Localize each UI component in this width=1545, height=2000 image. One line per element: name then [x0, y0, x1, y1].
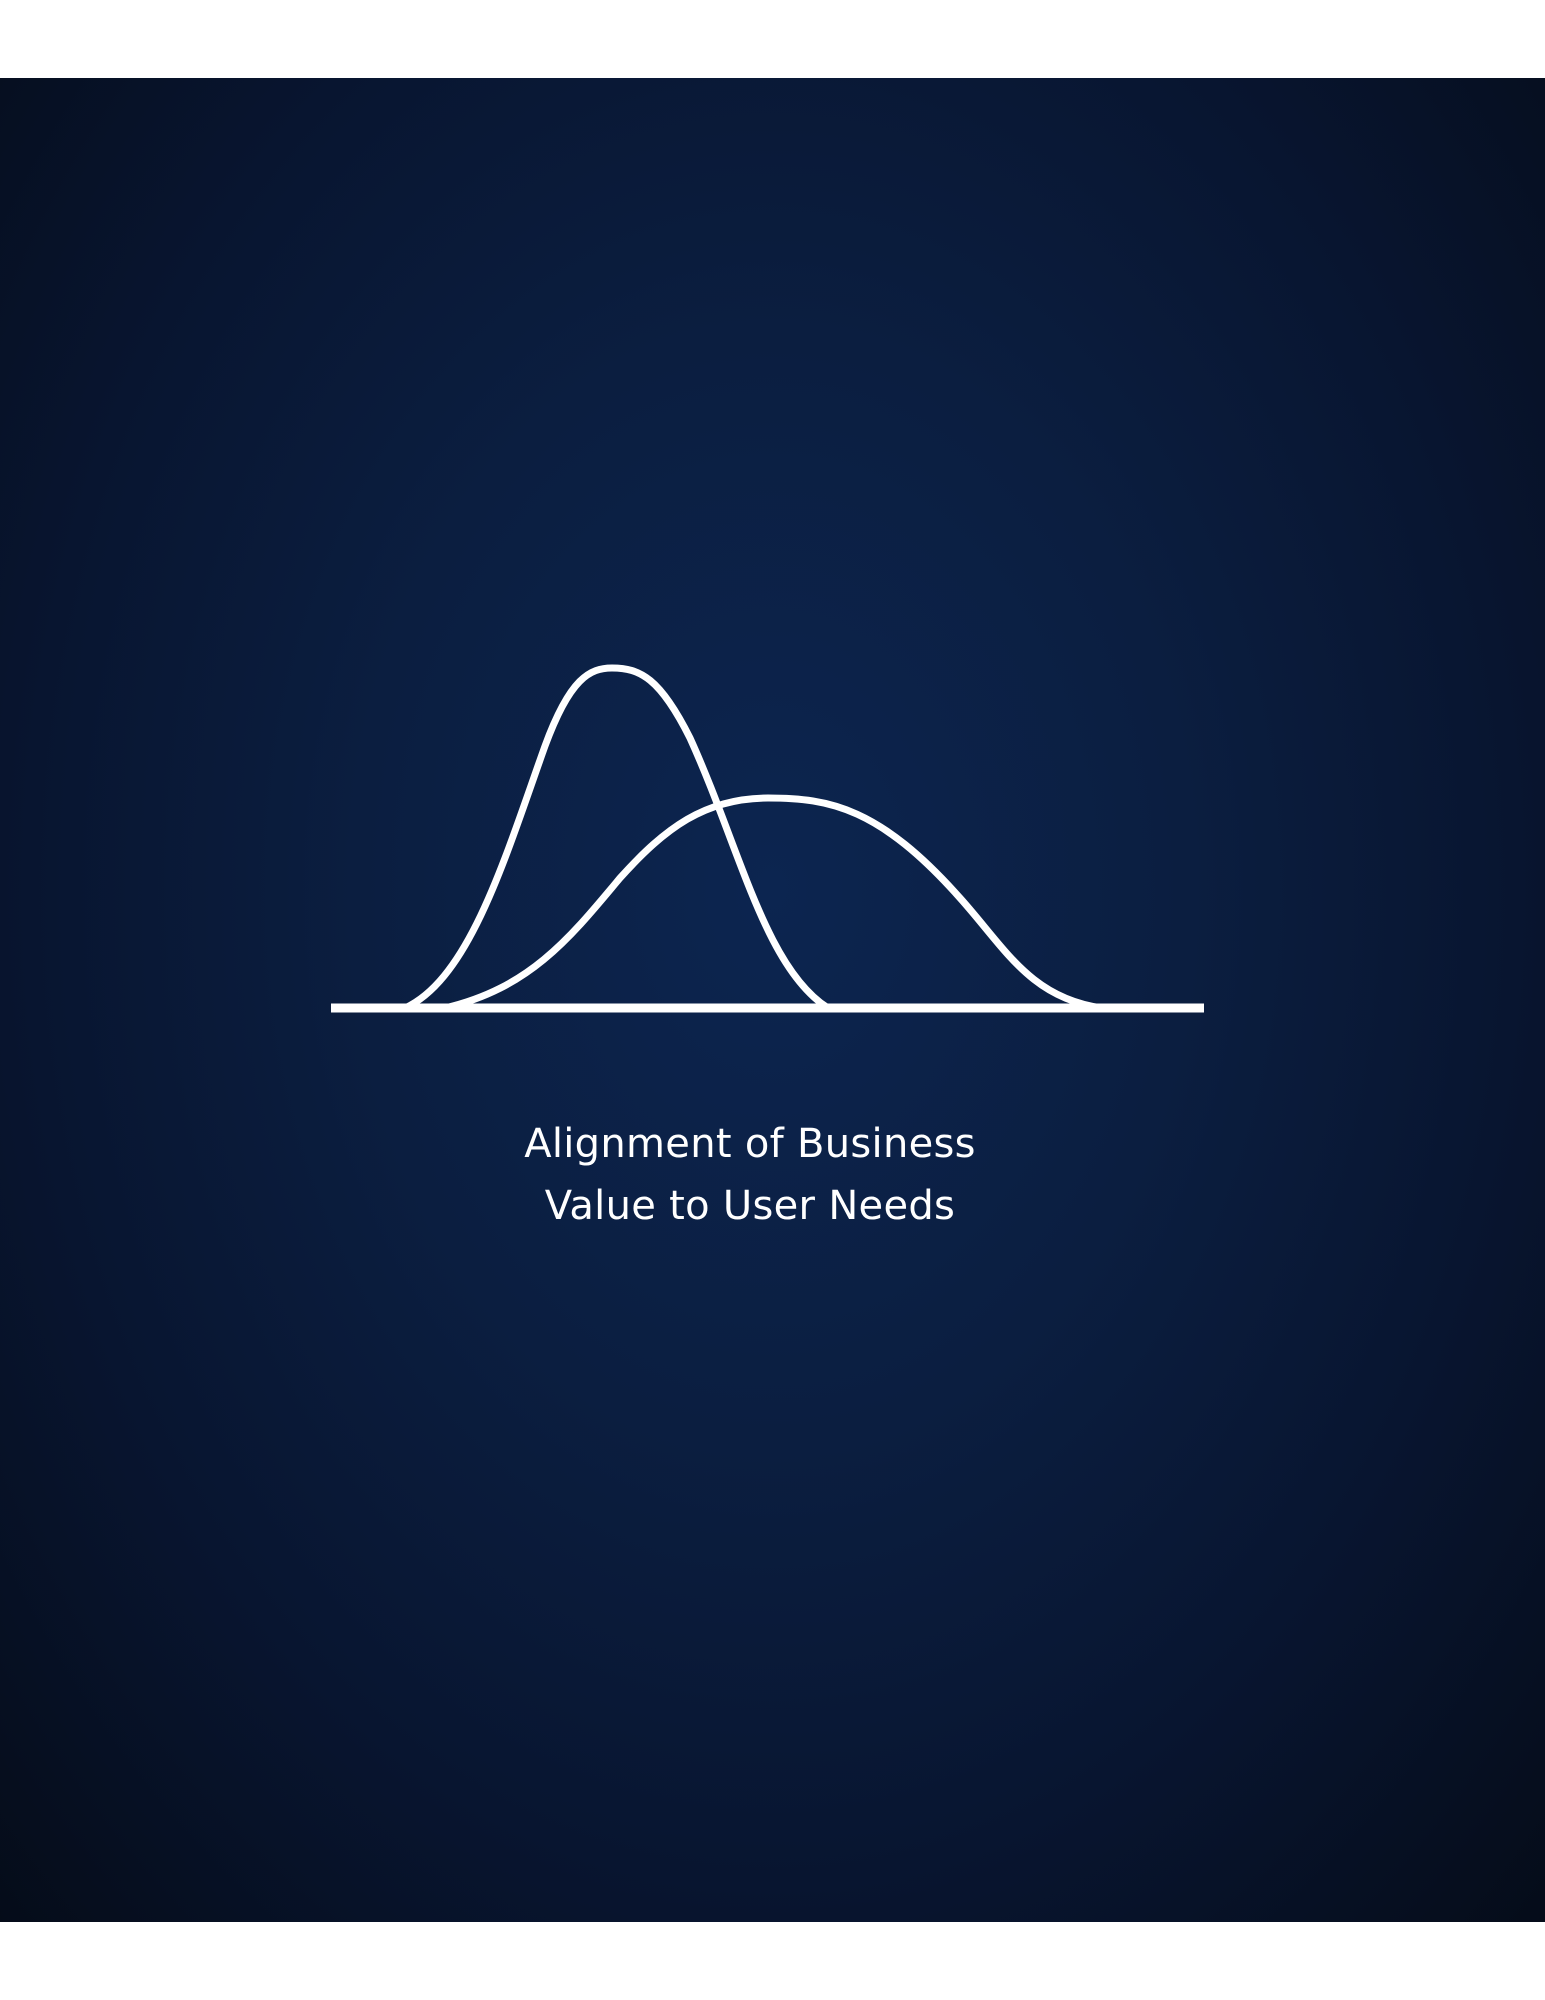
- wide-flat-curve: [441, 794, 1106, 1012]
- dark-background-panel: Alignment of Business Value to User Need…: [0, 78, 1545, 1922]
- overlapping-curves-illustration: [331, 664, 1204, 1013]
- narrow-tall-curve: [401, 664, 832, 1012]
- diagram-caption: Alignment of Business Value to User Need…: [0, 1113, 1500, 1237]
- caption-line-2: Value to User Needs: [544, 1183, 956, 1229]
- caption-line-1: Alignment of Business: [524, 1121, 976, 1167]
